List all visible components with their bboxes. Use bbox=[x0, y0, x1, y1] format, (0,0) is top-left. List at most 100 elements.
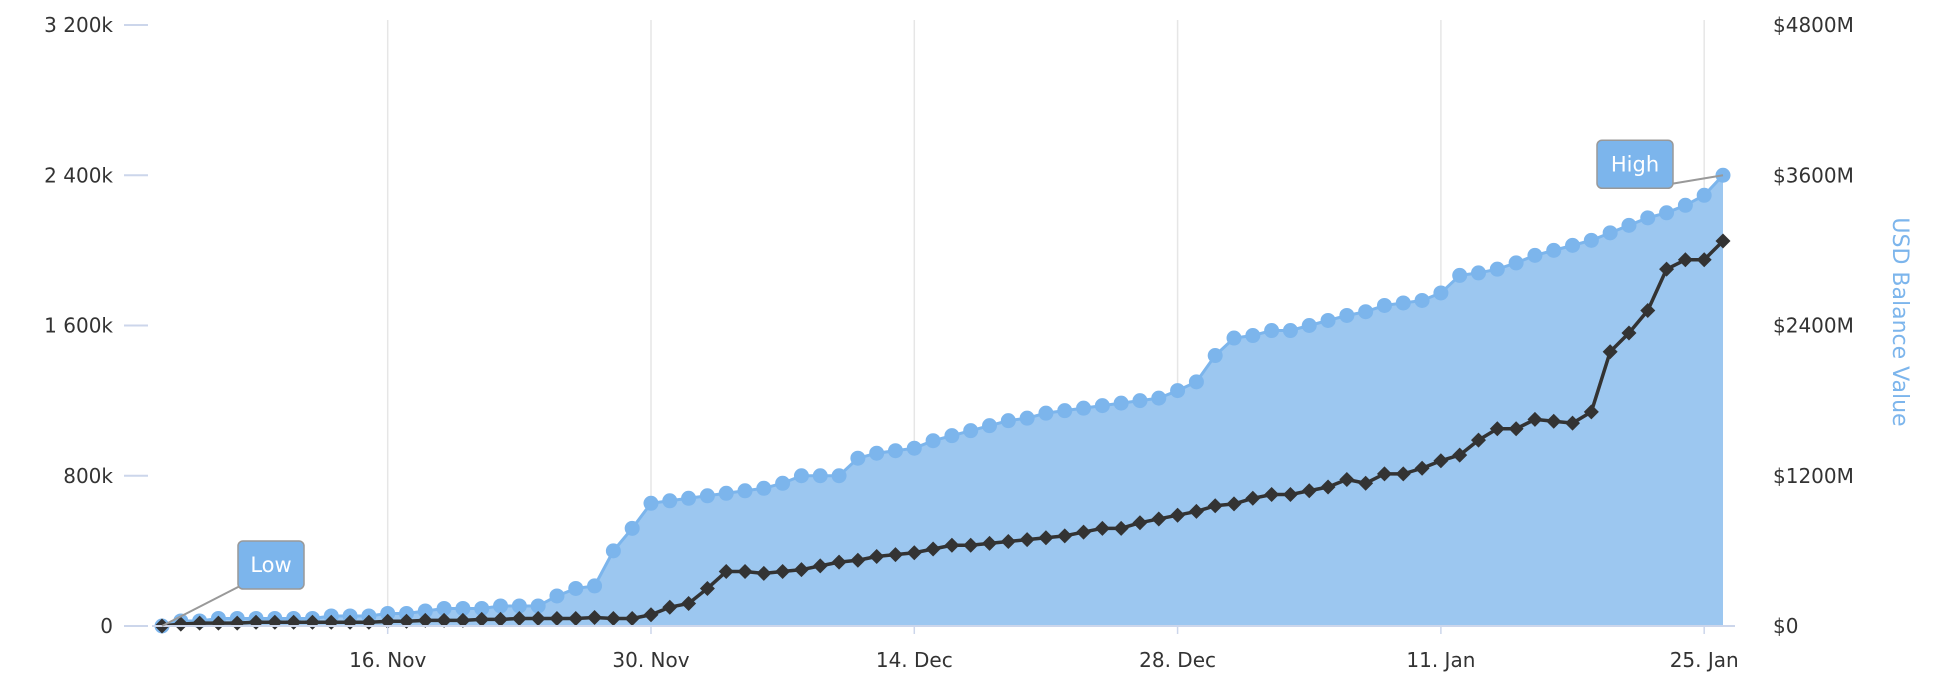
area-point bbox=[380, 605, 396, 621]
balance-line-series bbox=[154, 233, 1731, 634]
area-point bbox=[737, 483, 753, 499]
line-point bbox=[699, 580, 715, 596]
line-point bbox=[737, 564, 753, 580]
line-point bbox=[1282, 487, 1298, 503]
right-axis-tick-label: $1200M bbox=[1773, 464, 1854, 488]
line-point bbox=[493, 611, 509, 627]
area-point bbox=[1546, 242, 1562, 258]
area-point bbox=[1057, 403, 1073, 419]
area-point bbox=[1677, 197, 1693, 213]
x-tick-label: 25. Jan bbox=[1670, 648, 1739, 672]
area-fill bbox=[162, 175, 1723, 626]
line-point bbox=[643, 607, 659, 623]
line-point bbox=[662, 599, 678, 615]
right-axis-tick-label: $4800M bbox=[1773, 13, 1854, 37]
line-point bbox=[906, 545, 922, 561]
line-point bbox=[718, 564, 734, 580]
area-point bbox=[455, 600, 471, 616]
line-point bbox=[850, 552, 866, 568]
flag-label: Low bbox=[250, 553, 291, 577]
area-point bbox=[850, 450, 866, 466]
area-point bbox=[1696, 187, 1712, 203]
area-point bbox=[906, 440, 922, 456]
line-point bbox=[1677, 252, 1693, 268]
line-point bbox=[963, 537, 979, 553]
line-point bbox=[587, 610, 603, 626]
area-point bbox=[511, 598, 527, 614]
area-point bbox=[944, 428, 960, 444]
area-point bbox=[1471, 265, 1487, 281]
area-point bbox=[1358, 304, 1374, 320]
line-point bbox=[1376, 466, 1392, 482]
left-axis-tick-label: 3 200k bbox=[44, 13, 113, 37]
area-point bbox=[1000, 413, 1016, 429]
line-point bbox=[1508, 421, 1524, 437]
right-axis-tick-label: $0 bbox=[1773, 614, 1798, 638]
line-point bbox=[1527, 411, 1543, 427]
x-tick-label: 28. Dec bbox=[1139, 648, 1216, 672]
area-point bbox=[398, 605, 414, 621]
line-point bbox=[530, 610, 546, 626]
area-point bbox=[1282, 323, 1298, 339]
line-point bbox=[1245, 490, 1261, 506]
line-point bbox=[1113, 520, 1129, 536]
line-point bbox=[1471, 432, 1487, 448]
line-point bbox=[944, 537, 960, 553]
line-point bbox=[887, 547, 903, 563]
line-point bbox=[474, 611, 490, 627]
area-point bbox=[1659, 205, 1675, 221]
area-point bbox=[699, 488, 715, 504]
area-point bbox=[756, 480, 772, 496]
line-point bbox=[511, 610, 527, 626]
line-point bbox=[925, 541, 941, 557]
area-point bbox=[1320, 312, 1336, 328]
line-point bbox=[455, 612, 471, 628]
line-point bbox=[831, 554, 847, 570]
flag-connector bbox=[161, 584, 243, 627]
area-point bbox=[681, 490, 697, 506]
area-point bbox=[1076, 400, 1092, 416]
line-point bbox=[1640, 302, 1656, 318]
line-point bbox=[869, 549, 885, 565]
area-point bbox=[1640, 210, 1656, 226]
line-point bbox=[624, 610, 640, 626]
area-point bbox=[1301, 318, 1317, 333]
line-point bbox=[1076, 524, 1092, 540]
x-tick-label: 30. Nov bbox=[612, 648, 689, 672]
line-point bbox=[1621, 325, 1637, 341]
line-point bbox=[1207, 498, 1223, 514]
line-point bbox=[756, 565, 772, 581]
area-point bbox=[1245, 328, 1261, 344]
area-point bbox=[1113, 395, 1129, 411]
line-point bbox=[1170, 507, 1186, 523]
line-point bbox=[1358, 475, 1374, 491]
area-point bbox=[1433, 285, 1449, 301]
line-point bbox=[681, 595, 697, 611]
area-point bbox=[1621, 217, 1637, 233]
area-point bbox=[1395, 295, 1411, 311]
x-tick-label: 16. Nov bbox=[349, 648, 426, 672]
left-axis-tick-label: 2 400k bbox=[44, 163, 113, 187]
area-point bbox=[793, 468, 809, 484]
line-point bbox=[1301, 483, 1317, 499]
line-point bbox=[1565, 415, 1581, 431]
line-point bbox=[417, 612, 433, 628]
right-axis-tick-label: $3600M bbox=[1773, 163, 1854, 187]
line-point bbox=[1489, 421, 1505, 437]
area-point bbox=[436, 600, 452, 616]
flag-box bbox=[237, 540, 305, 590]
area-point bbox=[1207, 348, 1223, 364]
area-point bbox=[925, 433, 941, 449]
left-axis-tick-label: 0 bbox=[100, 614, 113, 638]
area-point bbox=[1170, 383, 1186, 399]
area-point bbox=[1132, 393, 1148, 409]
usd-balance-area-series bbox=[154, 167, 1731, 634]
line-point bbox=[549, 610, 565, 626]
area-point bbox=[1226, 330, 1242, 346]
line-point bbox=[1339, 472, 1355, 488]
flags: Low High bbox=[161, 139, 1724, 627]
area-point bbox=[963, 423, 979, 439]
area-point bbox=[624, 520, 640, 536]
line-point bbox=[1452, 447, 1468, 463]
